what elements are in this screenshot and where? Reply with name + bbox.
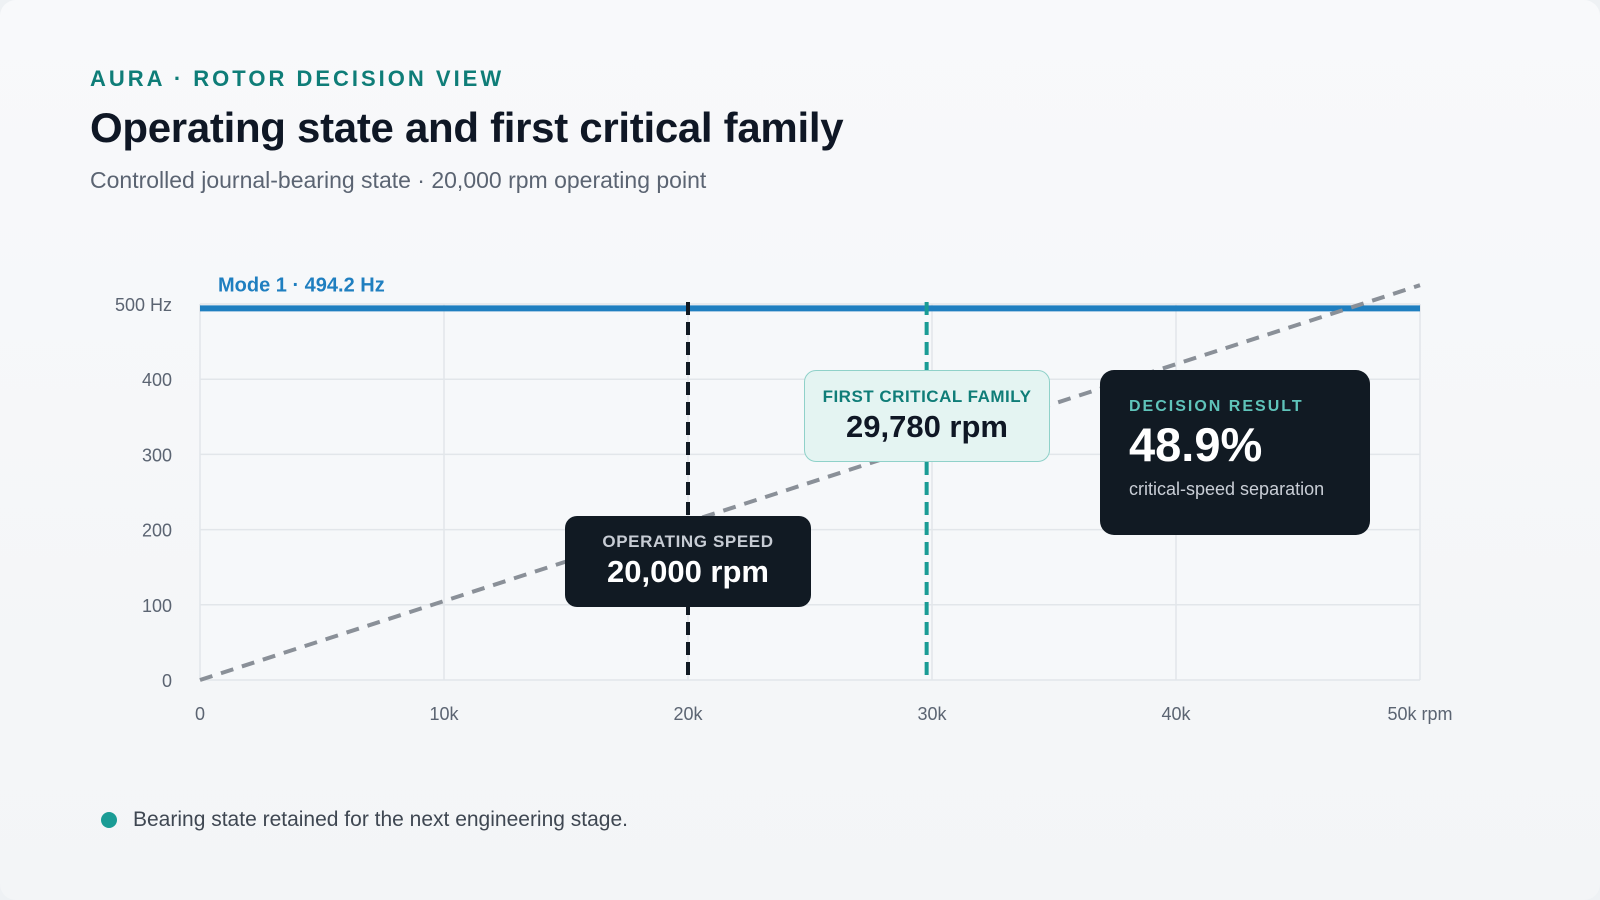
status-dot-icon (101, 812, 117, 828)
footer-status: Bearing state retained for the next engi… (101, 808, 628, 832)
decision-result-label: DECISION RESULT (1129, 398, 1304, 415)
series-line-1 (199, 283, 1421, 682)
y-tick-label-0: 0 (162, 671, 172, 691)
eyebrow-label: AURA · ROTOR DECISION VIEW (90, 66, 505, 91)
footer-status-text: Bearing state retained for the next engi… (133, 808, 628, 831)
decision-result-card: DECISION RESULT 48.9% critical-speed sep… (1100, 370, 1370, 535)
decision-result-caption: critical-speed separation (1129, 479, 1325, 500)
page-title: Operating state and first critical famil… (90, 104, 844, 151)
x-tick-label-3: 30k (917, 704, 947, 724)
mode-1-series-label: Mode 1 · 494.2 Hz (218, 274, 385, 296)
first-critical-callout: FIRST CRITICAL FAMILY 29,780 rpm (804, 370, 1050, 462)
page-subtitle: Controlled journal-bearing state · 20,00… (90, 167, 707, 193)
x-tick-label-1: 10k (429, 704, 459, 724)
x-tick-label-2: 20k (673, 704, 703, 724)
first-critical-label: FIRST CRITICAL FAMILY (822, 387, 1032, 406)
y-tick-label-1: 100 (142, 596, 172, 616)
x-tick-label-4: 40k (1161, 704, 1191, 724)
y-tick-label-2: 200 (142, 521, 172, 541)
first-critical-value: 29,780 rpm (846, 409, 1008, 444)
decision-result-value: 48.9% (1129, 418, 1263, 471)
operating-speed-callout: OPERATING SPEED 20,000 rpm (565, 516, 811, 607)
y-tick-label-4: 400 (142, 370, 172, 390)
operating-speed-label: OPERATING SPEED (602, 532, 774, 551)
y-tick-label-3: 300 (142, 445, 172, 465)
operating-speed-value: 20,000 rpm (607, 554, 769, 589)
x-tick-label-5: 50k rpm (1387, 704, 1452, 724)
y-tick-label-5: 500 Hz (115, 295, 172, 315)
x-tick-label-0: 0 (195, 704, 205, 724)
